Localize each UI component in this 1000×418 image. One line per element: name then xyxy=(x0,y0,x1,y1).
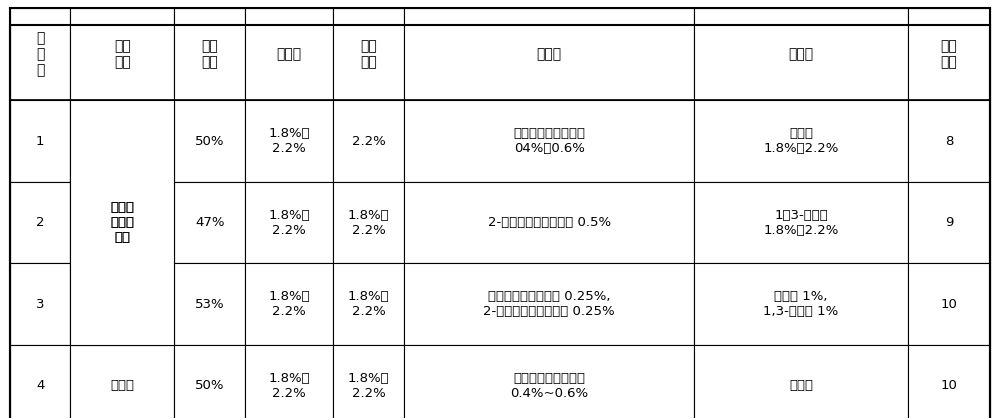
Bar xyxy=(70,8,174,100)
Text: 1: 1 xyxy=(36,135,44,148)
Bar xyxy=(908,182,990,263)
Bar xyxy=(908,100,990,182)
Text: 聚醚改性烷基共聚物 0.25%,
2-乙基己基硫酸酯钠盐 0.25%: 聚醚改性烷基共聚物 0.25%, 2-乙基己基硫酸酯钠盐 0.25% xyxy=(483,290,615,318)
Bar xyxy=(908,263,990,345)
Text: 2.2%: 2.2% xyxy=(352,135,385,148)
Text: 成膜
助剂: 成膜 助剂 xyxy=(360,39,377,69)
Text: 1.8%～
2.2%: 1.8%～ 2.2% xyxy=(348,290,389,318)
Bar xyxy=(70,100,174,182)
Bar xyxy=(694,8,908,100)
Text: 50%: 50% xyxy=(195,379,225,392)
Bar xyxy=(245,8,333,100)
Text: 乙二醇
1.8%～2.2%: 乙二醇 1.8%～2.2% xyxy=(763,127,839,155)
Bar xyxy=(694,263,908,345)
Text: 47%: 47% xyxy=(195,216,225,229)
Text: 润滑剂: 润滑剂 xyxy=(277,47,302,61)
Text: 50%: 50% xyxy=(195,135,225,148)
Text: 1，3-丙二醇
1.8%～2.2%: 1，3-丙二醇 1.8%～2.2% xyxy=(763,209,839,237)
Bar xyxy=(10,182,70,263)
Bar xyxy=(70,345,174,418)
Bar xyxy=(694,345,908,418)
Text: 10: 10 xyxy=(941,298,957,311)
Bar xyxy=(694,100,908,182)
Text: 1.8%～
2.2%: 1.8%～ 2.2% xyxy=(268,209,310,237)
Text: 稀释
倍数: 稀释 倍数 xyxy=(941,39,957,69)
Text: 3: 3 xyxy=(36,298,44,311)
Bar xyxy=(333,345,404,418)
Text: 1.8%～
2.2%: 1.8%～ 2.2% xyxy=(348,209,389,237)
Bar xyxy=(694,182,908,263)
Bar xyxy=(10,345,70,418)
Text: 电镀碱
性锌镍
合金: 电镀碱 性锌镍 合金 xyxy=(110,201,134,244)
Text: 1.8%～
2.2%: 1.8%～ 2.2% xyxy=(268,127,310,155)
Bar xyxy=(908,345,990,418)
Text: 乙二醇: 乙二醇 xyxy=(789,379,813,392)
Bar xyxy=(333,8,404,100)
Bar xyxy=(245,100,333,182)
Bar xyxy=(333,100,404,182)
Text: 9: 9 xyxy=(945,216,953,229)
Bar xyxy=(70,182,174,263)
Bar xyxy=(10,8,70,100)
Bar xyxy=(174,100,245,182)
Bar xyxy=(333,263,404,345)
Text: 乙二醇 1%,
1,3-丙二醇 1%: 乙二醇 1%, 1,3-丙二醇 1% xyxy=(763,290,839,318)
Bar xyxy=(10,100,70,182)
Bar xyxy=(245,263,333,345)
Text: 电镀
方式: 电镀 方式 xyxy=(114,39,131,69)
Bar xyxy=(245,345,333,418)
Text: 促进剂: 促进剂 xyxy=(789,47,814,61)
Bar xyxy=(174,345,245,418)
Text: 无氰碱: 无氰碱 xyxy=(110,379,134,392)
Text: 2: 2 xyxy=(36,216,44,229)
Text: 聚醚改性烷基共聚物
0.4%~0.6%: 聚醚改性烷基共聚物 0.4%~0.6% xyxy=(510,372,588,400)
Bar xyxy=(404,345,694,418)
Bar xyxy=(70,100,174,345)
Text: 1.8%～
2.2%: 1.8%～ 2.2% xyxy=(348,372,389,400)
Text: 10: 10 xyxy=(941,379,957,392)
Bar xyxy=(404,263,694,345)
Text: 53%: 53% xyxy=(195,298,225,311)
Bar xyxy=(174,8,245,100)
Text: 1.8%～
2.2%: 1.8%～ 2.2% xyxy=(268,290,310,318)
Bar xyxy=(404,100,694,182)
Text: 电镀碱
性锌镍
合金: 电镀碱 性锌镍 合金 xyxy=(110,201,134,244)
Text: 8: 8 xyxy=(945,135,953,148)
Bar xyxy=(404,182,694,263)
Text: 湿润剂: 湿润剂 xyxy=(537,47,562,61)
Bar xyxy=(10,263,70,345)
Text: 4: 4 xyxy=(36,379,44,392)
Text: 2-乙基己基硫酸酯钠盐 0.5%: 2-乙基己基硫酸酯钠盐 0.5% xyxy=(488,216,611,229)
Text: 聚醚改性烷基共聚物
04%～0.6%: 聚醚改性烷基共聚物 04%～0.6% xyxy=(513,127,585,155)
Bar xyxy=(333,182,404,263)
Text: 实
施
例: 实 施 例 xyxy=(36,31,44,78)
Bar xyxy=(174,263,245,345)
Text: 成膜
物质: 成膜 物质 xyxy=(201,39,218,69)
Bar xyxy=(174,182,245,263)
Bar xyxy=(70,263,174,345)
Text: 1.8%～
2.2%: 1.8%～ 2.2% xyxy=(268,372,310,400)
Bar xyxy=(404,8,694,100)
Bar xyxy=(908,8,990,100)
Bar xyxy=(245,182,333,263)
